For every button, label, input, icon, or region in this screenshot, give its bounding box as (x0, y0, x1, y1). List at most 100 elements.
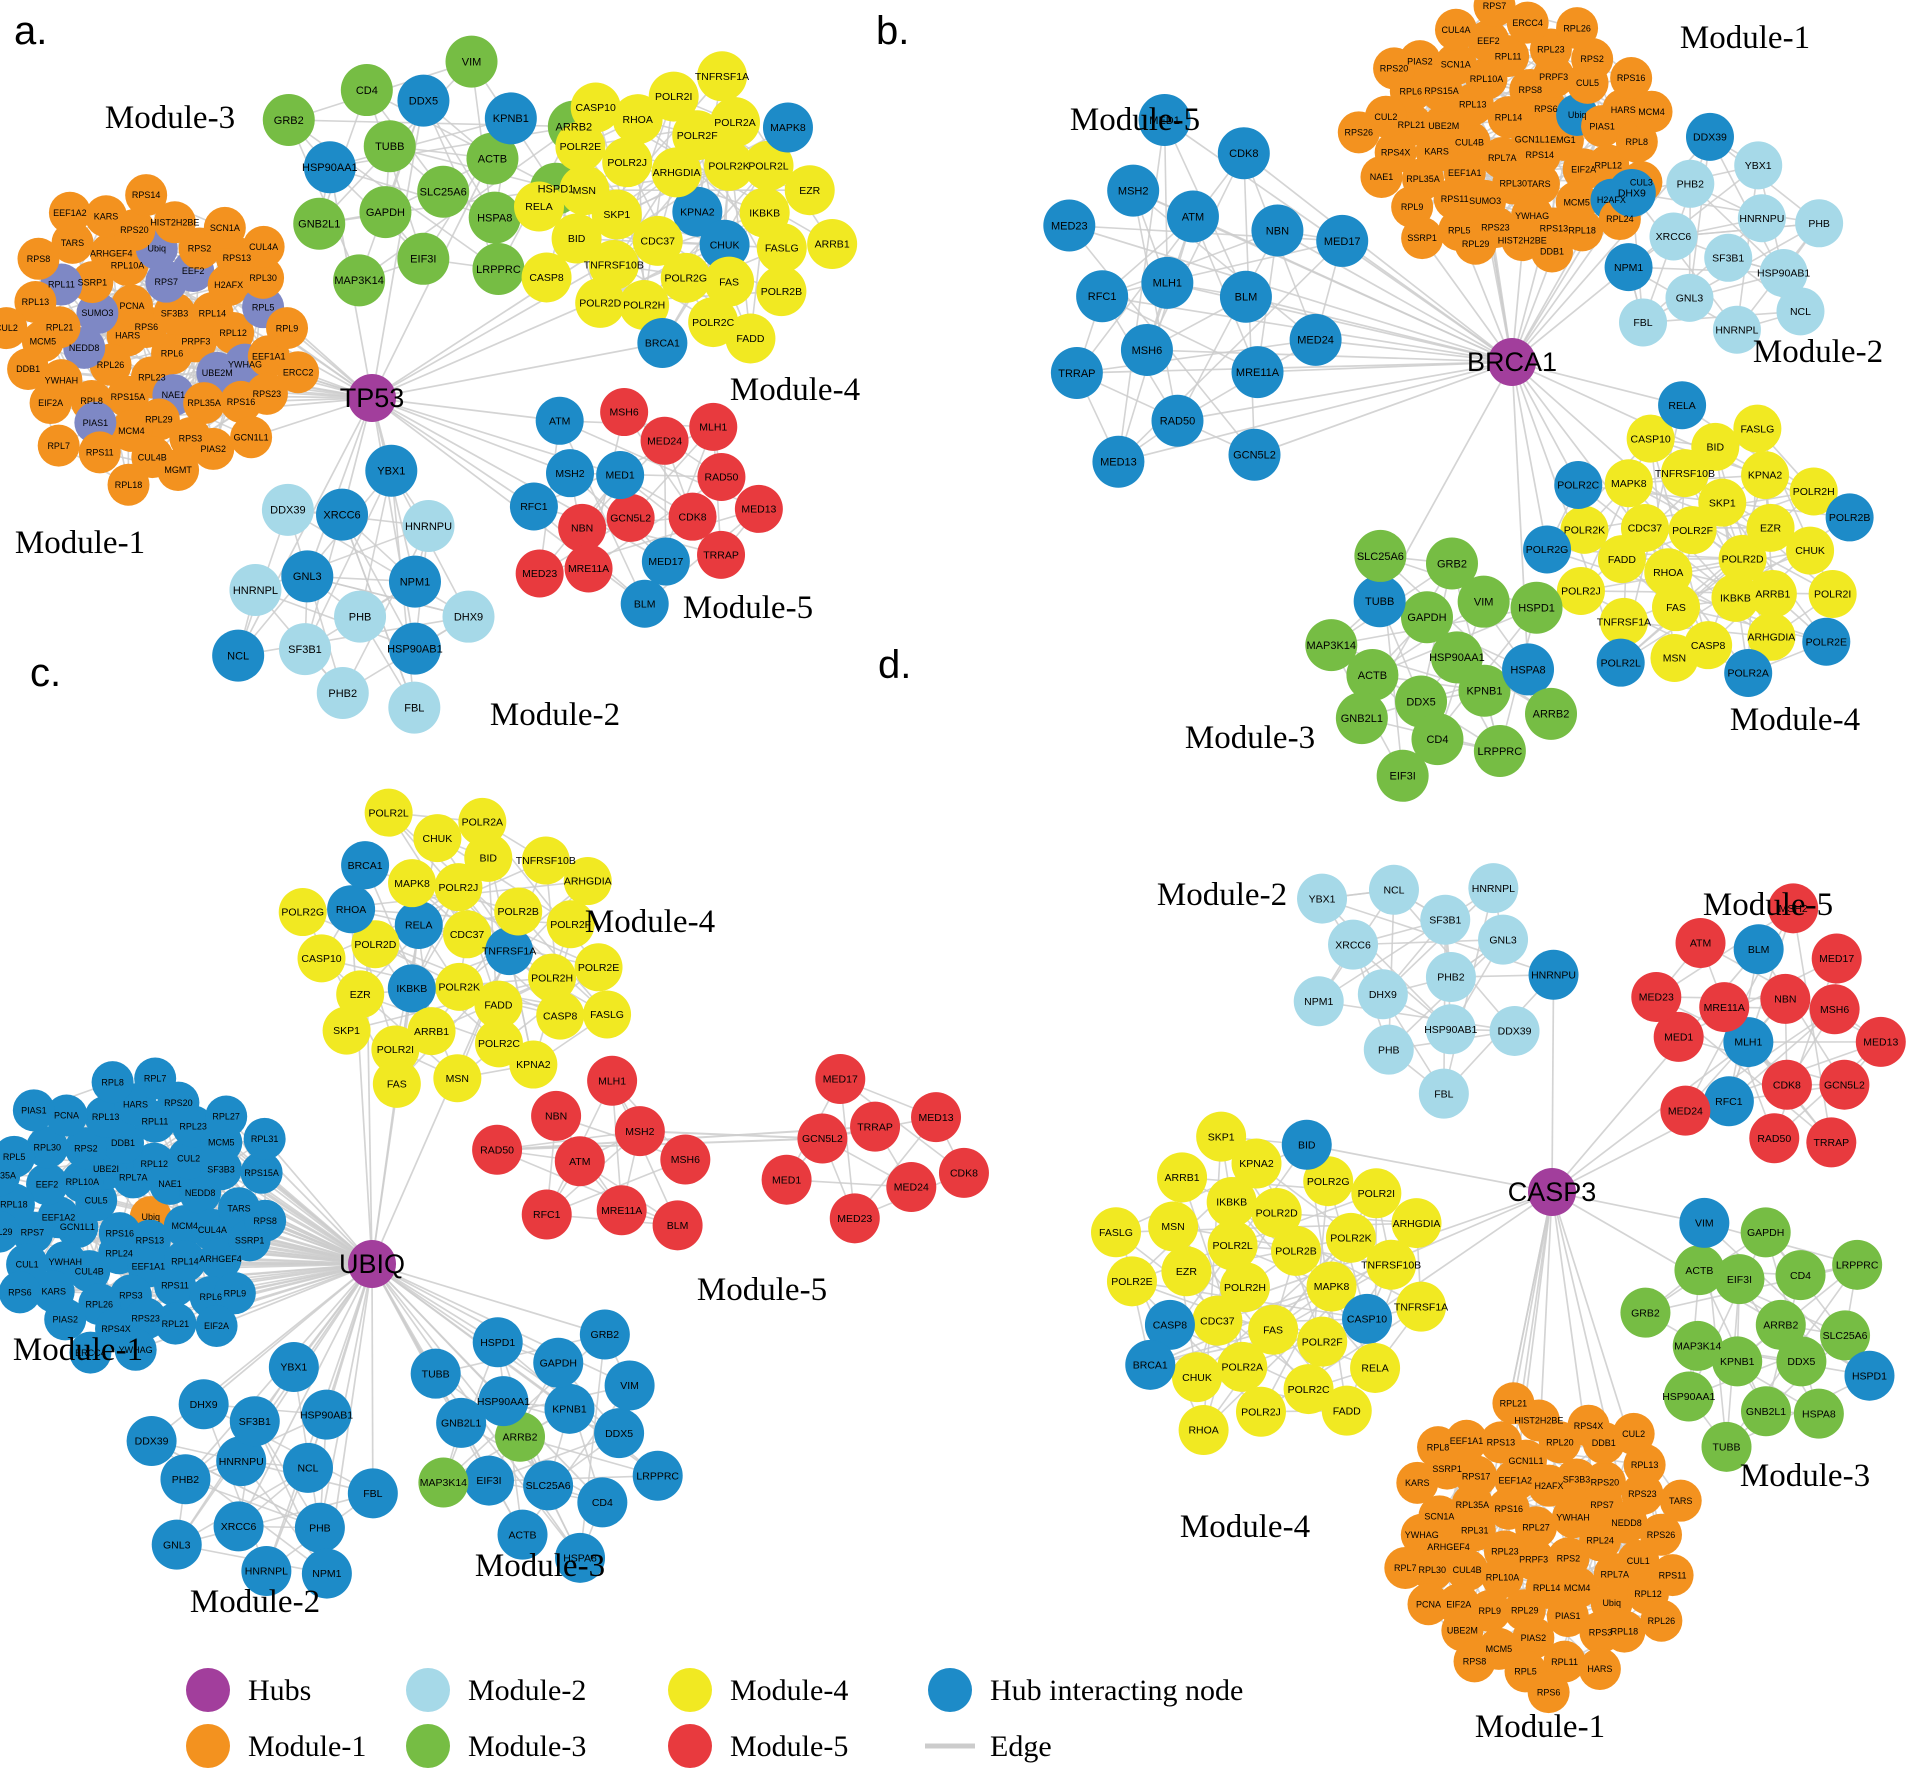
node-HSPD1 (1510, 581, 1563, 634)
node-label: MSH2 (555, 468, 584, 480)
node-label: MCM5 (30, 336, 57, 346)
node-label: ERCC4 (75, 1348, 106, 1358)
node-label: SSRP1 (1407, 233, 1437, 243)
node-label: DDX5 (409, 95, 438, 107)
node-label: KPNA2 (1748, 470, 1783, 482)
node-label: POLR2A (462, 817, 503, 829)
node-KPNB1 (544, 1383, 595, 1434)
node-label: DDX39 (1693, 132, 1727, 144)
text-layer: CDC37 POLR2K RELA TNFRSF1A IKBKB POLR2J FADD PO… (0, 651, 978, 1620)
node-label: POLR2G (1307, 1176, 1350, 1188)
node-label: MCM4 (118, 426, 145, 436)
node-label: BID (1298, 1139, 1316, 1151)
node-RPS11 (1433, 177, 1476, 220)
node-label: VIM (620, 1380, 639, 1392)
node-label: CASP10 (301, 953, 341, 965)
node-label: MSH6 (671, 1154, 700, 1166)
node-label: RPS6 (1537, 1687, 1561, 1697)
node-label: GNL3 (1676, 293, 1704, 305)
node-label: POLR2E (1111, 1276, 1152, 1288)
node-label: CUL1 (16, 1260, 39, 1270)
node-label: VIM (1474, 597, 1494, 609)
node-PIAS1 (12, 1089, 55, 1132)
node-SF3B1 (279, 623, 332, 676)
node-label: HSP90AB1 (300, 1409, 353, 1421)
node-LRPPRC (1832, 1239, 1883, 1290)
node-GAPDH (1740, 1207, 1791, 1258)
node-MED1 (1138, 93, 1191, 146)
node-POLR2L (743, 140, 794, 191)
node-label: ARHGDIA (564, 876, 612, 888)
node-label: MAPK8 (1314, 1281, 1350, 1293)
edge (1628, 266, 1784, 274)
node-label: POLR2J (1241, 1406, 1281, 1418)
node-NBN (531, 1090, 582, 1141)
node-BRCA1 (1125, 1339, 1176, 1390)
node-MED23 (1043, 199, 1096, 252)
node-label: IKBKB (749, 207, 780, 219)
node-label: RPL10A (1470, 74, 1504, 84)
node-label: RPS3 (1589, 1627, 1613, 1637)
module-label-d-module-2: Module-2 (1157, 877, 1287, 913)
node-MRE11A (1231, 346, 1284, 399)
node-label: RPL9 (1479, 1606, 1502, 1616)
node-DHX9 (1607, 168, 1656, 217)
node-PCNA (110, 284, 153, 327)
node-label: RHOA (622, 114, 652, 126)
node-NAE1 (1360, 156, 1403, 199)
edge (371, 397, 535, 508)
node-label: POLR2G (664, 273, 707, 285)
node-label: TRRAP (1814, 1137, 1850, 1149)
node-EZR (1161, 1246, 1212, 1297)
node-label: RPL5 (1514, 1667, 1537, 1677)
panel-letter-c: c. (30, 651, 61, 695)
node-label: POLR2K (1564, 525, 1605, 537)
node-GNB2L1 (1335, 692, 1388, 745)
node-label: EEF2 (36, 1179, 59, 1189)
node-label: TNFRSF10B (516, 855, 576, 867)
node-label: GRB2 (591, 1329, 620, 1341)
node-SF3B1 (229, 1396, 280, 1447)
legend: Hubs Module-1 Module-2 Module-3 Module-4… (186, 1668, 1243, 1768)
node-HSP90AA1 (478, 1376, 529, 1427)
node-label: RHOA (336, 904, 366, 916)
module-label-c-module-3: Module-3 (475, 1548, 605, 1584)
node-label: POLR2G (1526, 544, 1569, 556)
node-POLR2I (1808, 569, 1857, 618)
node-label: MED13 (1863, 1037, 1898, 1049)
node-label: GCN1L1 (234, 432, 269, 442)
node-GAPDH (533, 1337, 584, 1388)
edge (1076, 339, 1316, 374)
node-label: RPS3 (179, 433, 203, 443)
node-label: RPS7 (1483, 1, 1507, 11)
node-label: RPL21 (1500, 1398, 1528, 1408)
node-CASP10 (1342, 1293, 1393, 1344)
node-label: GCN5L2 (1233, 450, 1276, 462)
node-RHOA (1178, 1405, 1229, 1456)
node-label: RPL21 (1398, 120, 1426, 130)
node-label: KPNA2 (680, 206, 715, 218)
node-label: GNB2L1 (1341, 713, 1383, 725)
node-label: SSRP1 (1432, 1464, 1462, 1474)
node-label: EIF2A (204, 1321, 229, 1331)
node-MSH2 (1768, 883, 1819, 934)
node-FADD (1321, 1385, 1372, 1436)
edge (643, 96, 675, 306)
node-HSPA8 (555, 1532, 606, 1583)
node-POLR2J (1235, 1386, 1286, 1437)
node-CUL2 (167, 1137, 210, 1180)
node-TUBB (1701, 1421, 1752, 1472)
edge (307, 575, 469, 618)
node-label: TNFRSF1A (1597, 616, 1651, 628)
node-label: LRPPRC (636, 1470, 679, 1482)
module-label-a-module-2: Module-2 (490, 697, 620, 733)
node-label: KPNA2 (1239, 1158, 1274, 1170)
node-label: NCL (1790, 306, 1811, 318)
node-label: MLH1 (598, 1075, 626, 1087)
node-ACTB (466, 132, 519, 185)
node-POLR2A (710, 97, 761, 148)
node-POLR2B (1825, 493, 1874, 542)
node-label: ARRB1 (1755, 589, 1790, 601)
node-label: DDX5 (1787, 1356, 1815, 1368)
node-label: CASP8 (529, 272, 564, 284)
